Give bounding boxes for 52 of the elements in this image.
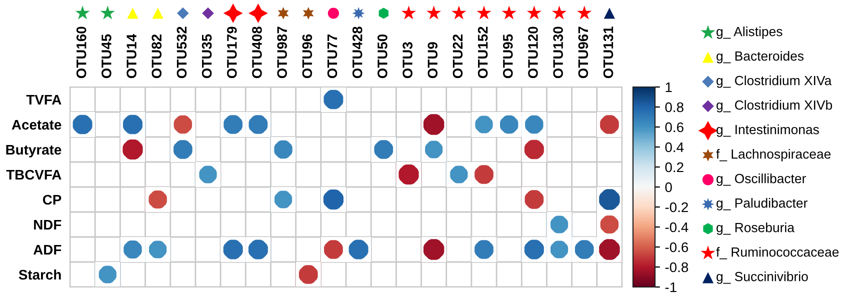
x-tick-label: OTU14 [126,34,136,78]
y-tick-label: ADF [33,244,62,255]
y-tick-label: Butyrate [6,144,62,158]
x-tick-label: OTU77 [327,34,338,78]
text: g_ Bacteroides [716,51,804,64]
text: g_ Clostridium XIVa [716,76,832,88]
y-tick-label: TVFA [26,94,62,105]
y-tick-label: NDF [34,220,62,230]
x-tick-label: OTU95 [502,34,513,78]
x-tick-label: OTU96 [302,34,312,78]
color-bar-label: 0.4 [665,142,684,152]
text: g_ Alistipes [716,26,782,39]
color-bar-label: -0.8 [665,262,688,272]
x-tick-label: OTU35 [202,34,212,78]
x-tick-label: OTU45 [102,34,112,78]
text: g_ Succinivibrio [716,272,808,284]
x-tick-label: OTU82 [152,34,162,78]
x-tick-label: OTU179 [226,26,237,78]
text: g_ Intestinimonas [716,124,819,137]
x-tick-label: OTU160 [76,26,86,78]
text: f_ Lachnospiraceae [716,149,831,162]
color-bar-label: 0.8 [665,102,684,112]
x-tick-label: OTU9 [428,42,438,78]
color-bar-label: -0.2 [665,202,688,212]
text: g_ Oscillibacter [716,174,806,186]
x-tick-label: OTU967 [578,26,588,78]
y-tick-label: TBCVFA [6,170,62,180]
x-tick-label: OTU130 [553,26,564,78]
text: f_ Ruminococcaceae [716,247,839,260]
text: g_ Paludibacter [716,198,808,210]
x-tick-label: OTU22 [452,34,463,78]
color-bar-label: 0.6 [665,122,684,132]
color-bar-label: 0 [665,182,672,192]
x-tick-label: OTU428 [352,26,362,78]
text: g_ Roseburia [716,222,794,235]
x-tick-label: OTU131 [603,26,614,78]
x-tick-label: OTU50 [378,34,388,78]
color-bar-label: 0.2 [665,162,684,172]
text: g_ Clostridium XIVb [716,100,832,112]
x-tick-label: OTU3 [402,42,412,78]
y-tick-label: CP [42,194,62,205]
x-tick-label: OTU152 [478,26,488,78]
color-bar-label: -0.6 [665,242,688,252]
x-tick-label: OTU120 [528,26,538,78]
x-tick-label: OTU987 [277,26,287,78]
color-bar-label: 1 [666,82,672,92]
y-tick-label: Starch [18,269,61,280]
x-tick-label: OTU532 [176,26,187,78]
x-tick-label: OTU408 [252,26,262,78]
y-tick-label: Acetate [12,120,62,130]
color-bar-label: -1 [665,282,676,292]
color-bar-label: -0.4 [665,222,688,232]
